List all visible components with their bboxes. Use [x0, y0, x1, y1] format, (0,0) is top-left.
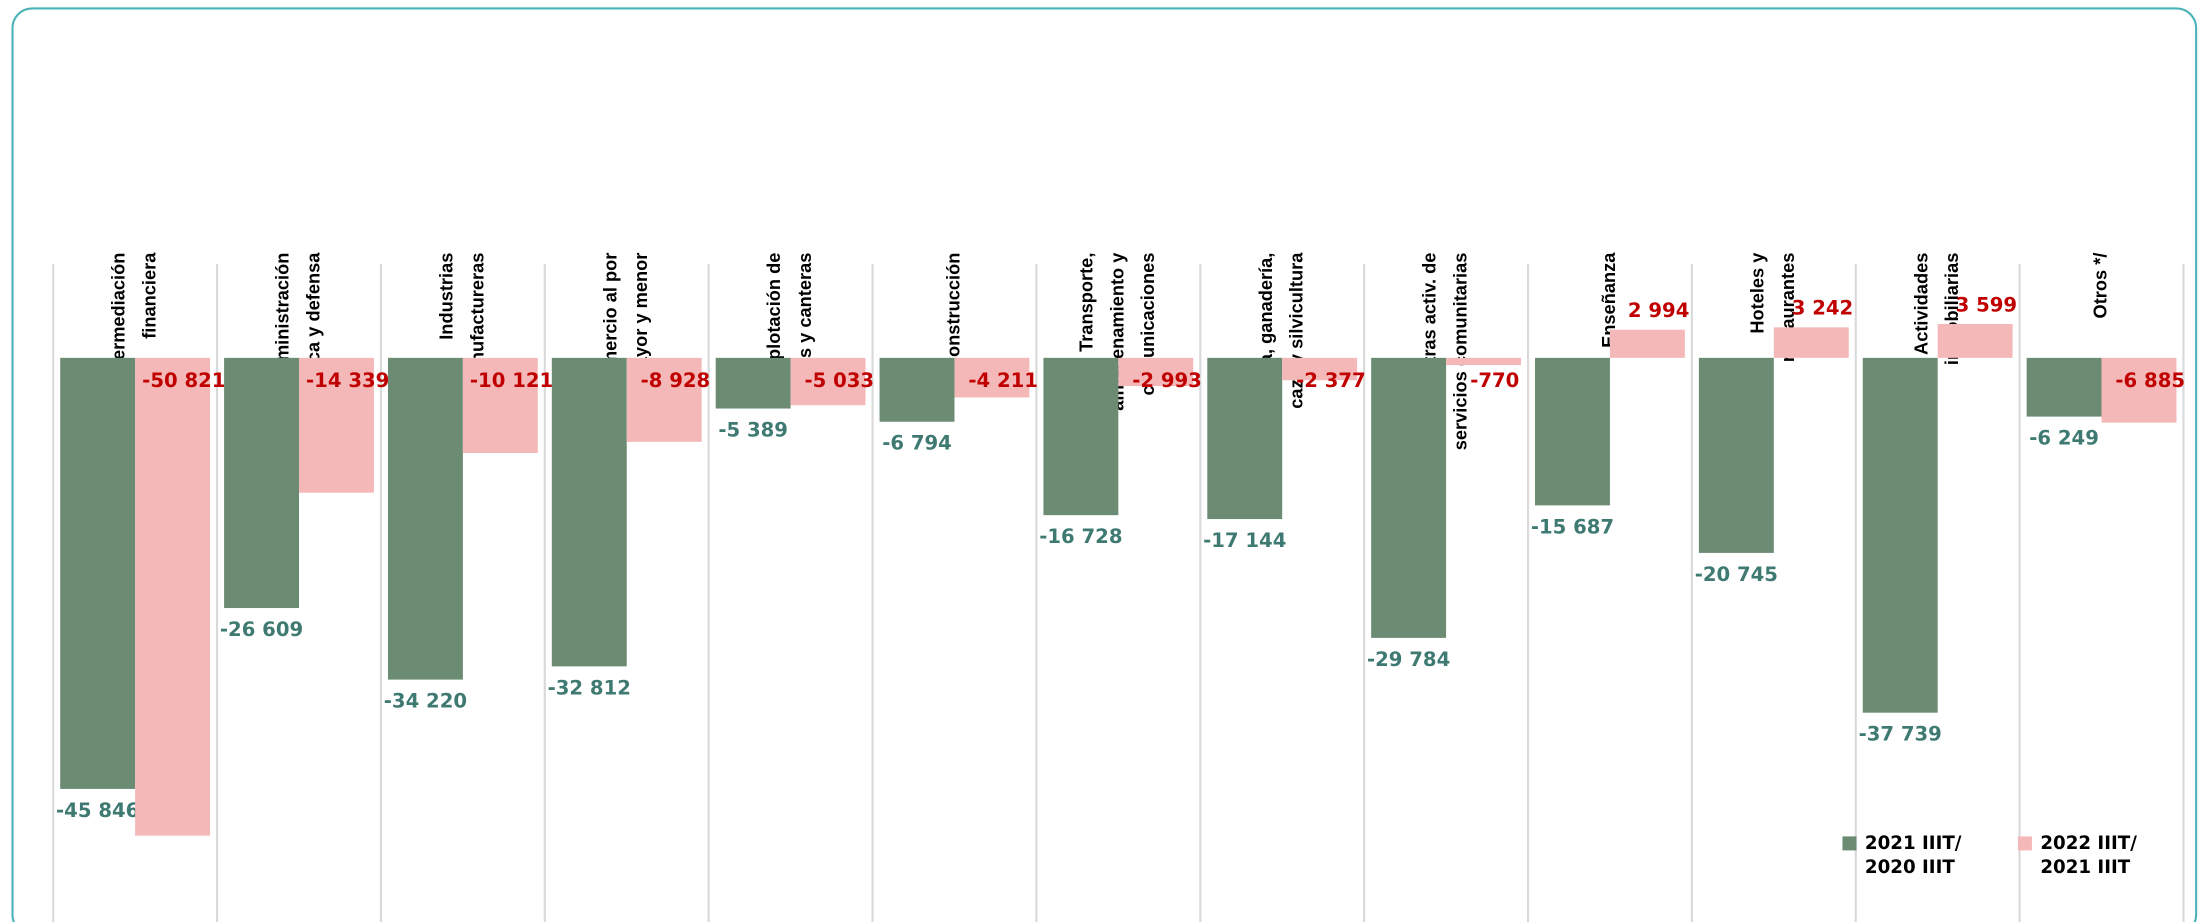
bar: [1773, 327, 1849, 358]
value-label: -4 211: [968, 369, 1038, 392]
value-label: -16 728: [1039, 525, 1122, 548]
bar: [224, 357, 300, 609]
value-label: -2 377: [1296, 369, 1366, 392]
frame: [11, 7, 2198, 922]
legend-swatch: [1842, 836, 1857, 851]
value-label: -6 885: [2115, 369, 2185, 392]
bar: [2101, 357, 2177, 423]
bar: [135, 357, 211, 836]
legend-label: 2022 IIIT/2021 IIIT: [2040, 833, 2137, 878]
bar: [1535, 357, 1610, 506]
category-label: Construcción: [942, 253, 963, 371]
value-label: -6 249: [2029, 427, 2099, 450]
bar: [1118, 357, 1194, 386]
bar: [879, 357, 955, 422]
value-label: -10 121: [470, 369, 553, 392]
value-label: -32 812: [548, 676, 631, 699]
value-label: -29 784: [1367, 648, 1450, 671]
value-label: -5 389: [718, 418, 788, 441]
value-label: -5 033: [804, 369, 874, 392]
value-label: -8 928: [641, 369, 711, 392]
value-label: 2 994: [1628, 299, 1689, 322]
value-label: -770: [1470, 369, 1519, 392]
value-label: -6 794: [882, 432, 952, 455]
bar: [1937, 324, 2013, 358]
value-label: -20 745: [1695, 563, 1778, 586]
value-label: -15 687: [1531, 515, 1614, 538]
bar: [1698, 357, 1774, 553]
value-label: -26 609: [220, 618, 303, 641]
value-label: -45 846: [56, 799, 139, 822]
bar: [60, 357, 136, 789]
bar: [1207, 357, 1283, 520]
bar: [1446, 357, 1521, 366]
value-label: 3 242: [1792, 297, 1853, 320]
bar: [387, 357, 463, 680]
bar: [790, 357, 866, 406]
legend-label: 2021 IIIT/2020 IIIT: [1865, 833, 1962, 878]
category-label: Enseñanza: [1598, 252, 1619, 348]
bar: [715, 357, 791, 409]
value-label: -2 993: [1132, 369, 1202, 392]
bar: [1862, 357, 1938, 713]
category-label: Otras activ. de servicios comunitarias: [1418, 253, 1470, 451]
category-label: Otros */: [2089, 253, 2110, 319]
value-label: -14 339: [306, 369, 389, 392]
value-label: -50 821: [142, 369, 225, 392]
value-label: -17 144: [1203, 529, 1286, 552]
bar: [2026, 357, 2102, 417]
bar: [1609, 329, 1685, 358]
bar: [299, 357, 374, 493]
bar: [954, 357, 1030, 398]
bar: [462, 357, 538, 454]
bar: [626, 357, 702, 442]
value-label: -34 220: [384, 690, 467, 713]
category-label: Industrias manufactureras: [435, 253, 487, 390]
bar: [1043, 357, 1119, 516]
value-label: -37 739: [1859, 723, 1942, 746]
legend-swatch: [2017, 836, 2032, 851]
category-label: Intermediación financiera: [108, 252, 160, 383]
bar: [1371, 357, 1447, 638]
category-label: Comercio al por mayor y menor: [599, 253, 651, 392]
bar: [551, 357, 627, 667]
bar: [1282, 357, 1358, 381]
value-label: 3 599: [1956, 293, 2017, 316]
